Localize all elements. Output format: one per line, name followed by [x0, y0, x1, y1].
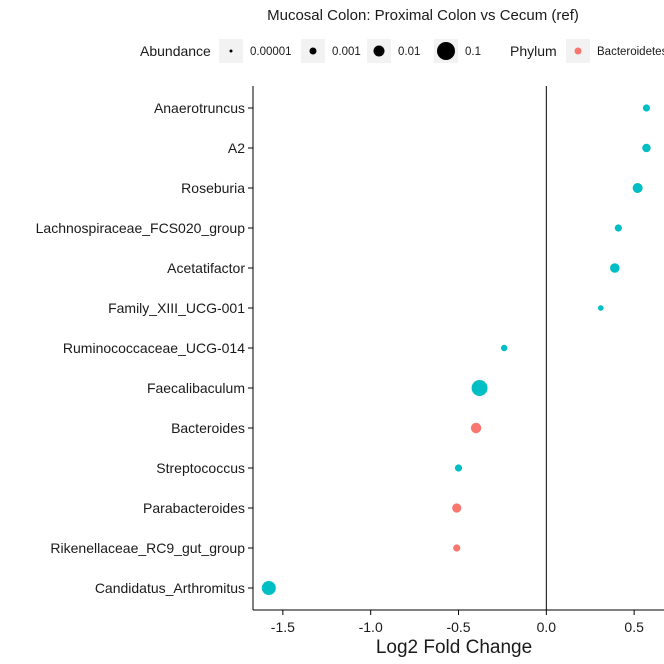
data-point [614, 224, 622, 232]
data-point [642, 104, 651, 112]
size-legend-label: 0.00001 [250, 46, 292, 58]
data-point [500, 344, 508, 352]
size-legend-label: 0.01 [398, 46, 420, 58]
color-legend-label: Bacteroidetes [597, 46, 664, 58]
y-tick-label: Parabacteroides [143, 500, 245, 516]
y-tick-label: Anaerotruncus [154, 100, 245, 116]
y-tick-label: Lachnospiraceae_FCS020_group [36, 220, 246, 236]
chart-title: Mucosal Colon: Proximal Colon vs Cecum (… [267, 7, 579, 24]
y-tick-label: Candidatus_Arthromitus [95, 580, 245, 596]
legend: Abundance 0.00001 0.001 0.01 0.1 Phylum Bac… [140, 39, 664, 63]
data-point [610, 263, 620, 273]
size-legend-label: 0.001 [332, 46, 361, 58]
data-point [261, 581, 276, 595]
x-axis-ticks: -1.5 -1.0 -0.5 0.0 0.5 [271, 610, 644, 635]
data-point [632, 183, 643, 193]
data-point [454, 464, 463, 472]
data-point [471, 380, 488, 396]
y-tick-label: Ruminococcaceae_UCG-014 [63, 340, 245, 356]
x-tick-label: -0.5 [446, 619, 470, 635]
y-axis-ticks: Anaerotruncus A2 Roseburia Lachnospiraceae_… [36, 100, 253, 596]
plot-axes [252, 86, 664, 611]
size-legend-dot [437, 42, 455, 60]
y-tick-label: Bacteroides [171, 420, 245, 436]
data-point [453, 544, 461, 552]
size-legend-dot [229, 49, 233, 53]
color-legend-dot [574, 47, 582, 55]
y-tick-label: Streptococcus [156, 460, 245, 476]
size-legend-dot [373, 45, 385, 57]
color-legend-title: Phylum [510, 43, 557, 59]
x-tick-label: -1.5 [271, 619, 295, 635]
x-tick-label: 0.5 [624, 619, 644, 635]
y-tick-label: A2 [228, 140, 245, 156]
size-legend-title: Abundance [140, 43, 211, 59]
size-legend-label: 0.1 [465, 46, 481, 58]
x-axis-label: Log2 Fold Change [376, 637, 532, 658]
data-points [261, 104, 651, 595]
data-point [470, 422, 482, 434]
data-point [597, 305, 604, 311]
x-tick-label: 0.0 [537, 619, 557, 635]
size-legend-dot [309, 47, 317, 55]
y-tick-label: Family_XIII_UCG-001 [108, 300, 245, 316]
data-point [642, 143, 651, 153]
y-tick-label: Faecalibaculum [147, 380, 245, 396]
y-tick-label: Acetatifactor [167, 260, 245, 276]
x-tick-label: -1.0 [359, 619, 383, 635]
y-tick-label: Rikenellaceae_RC9_gut_group [50, 540, 245, 556]
data-point [452, 503, 462, 513]
y-tick-label: Roseburia [181, 180, 245, 196]
